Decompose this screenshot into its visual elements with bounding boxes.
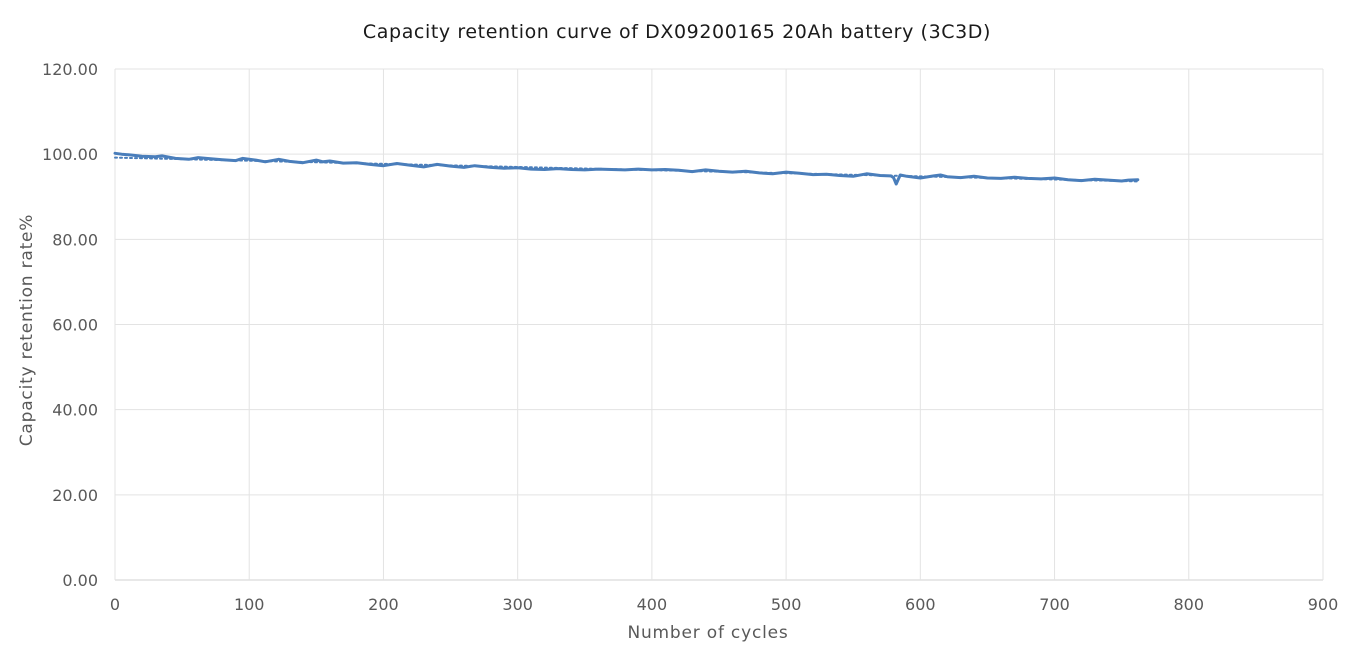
y-tick-label: 40.00 [52, 401, 98, 420]
x-tick-label: 300 [502, 595, 533, 614]
x-tick-label: 900 [1308, 595, 1339, 614]
x-tick-label: 500 [771, 595, 802, 614]
y-tick-label: 0.00 [62, 571, 98, 590]
x-tick-label: 200 [368, 595, 399, 614]
x-tick-label: 600 [905, 595, 936, 614]
y-tick-label: 120.00 [42, 60, 98, 79]
data-series [113, 151, 1140, 186]
y-tick-labels: 0.00 20.00 40.00 60.00 80.00 100.00 120.00 [42, 60, 98, 590]
y-tick-label: 20.00 [52, 486, 98, 505]
x-tick-label: 100 [234, 595, 265, 614]
x-tick-label: 700 [1039, 595, 1070, 614]
x-tick-label: 800 [1174, 595, 1205, 614]
x-axis-label: Number of cycles [627, 623, 788, 643]
trendline [114, 156, 1139, 183]
x-tick-labels: 0 100 200 300 400 500 600 700 800 900 [110, 595, 1338, 614]
y-axis-label: Capacity retention rate% [17, 214, 37, 447]
x-tick-label: 400 [637, 595, 668, 614]
x-tick-label: 0 [110, 595, 120, 614]
chart-title: Capacity retention curve of DX09200165 2… [363, 21, 991, 43]
gridlines [114, 68, 1324, 581]
y-tick-label: 60.00 [52, 316, 98, 335]
y-tick-label: 100.00 [42, 145, 98, 164]
y-tick-label: 80.00 [52, 230, 98, 249]
